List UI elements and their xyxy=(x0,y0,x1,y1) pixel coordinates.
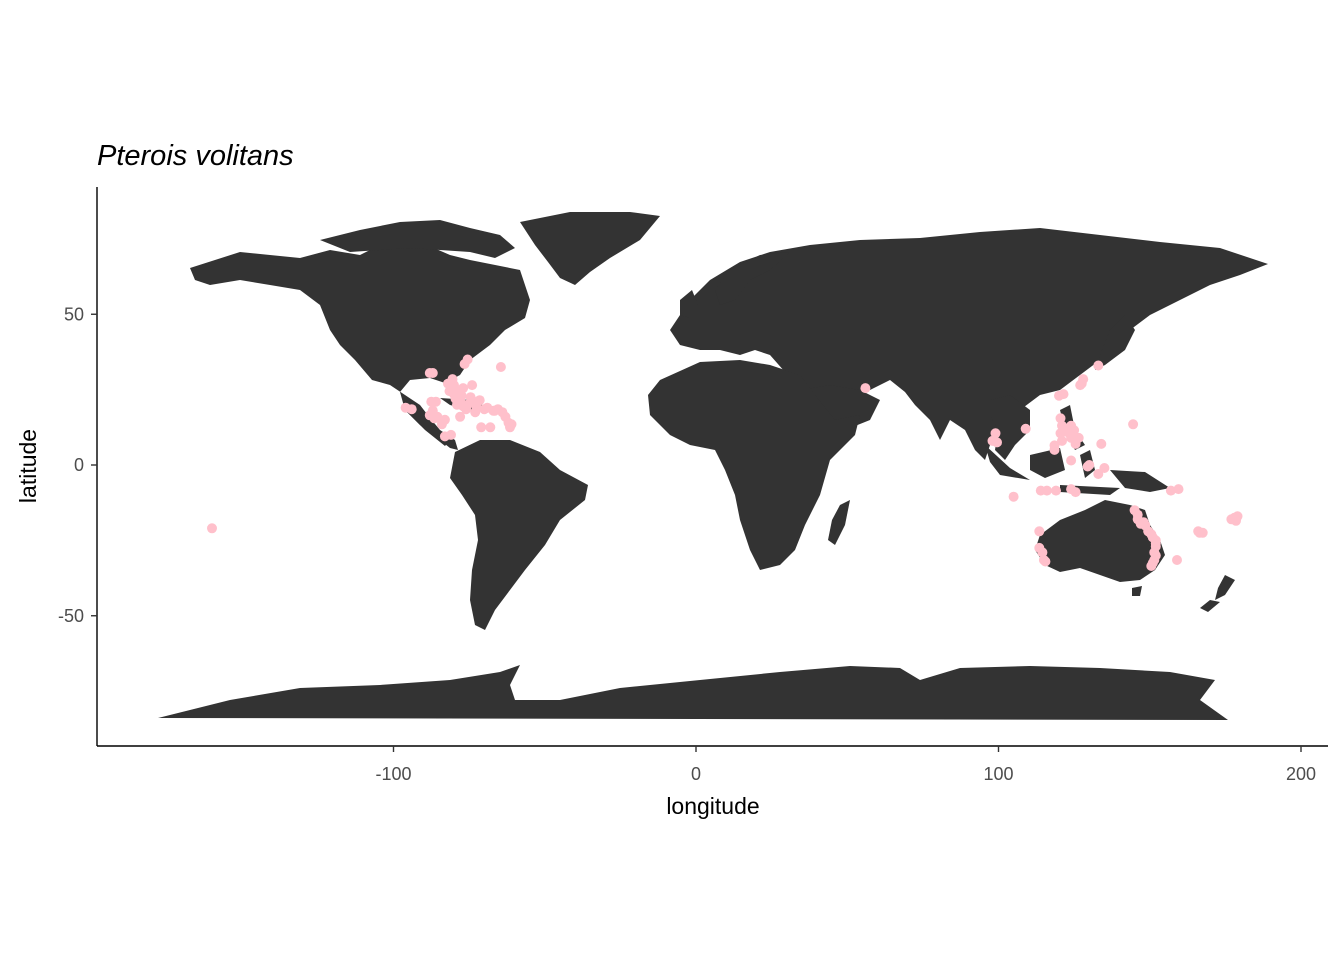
land-antarctica xyxy=(158,665,1228,720)
occurrence-point xyxy=(992,437,1002,448)
occurrence-point xyxy=(1051,485,1061,496)
occurrence-point xyxy=(406,404,417,415)
occurrence-point xyxy=(990,428,1001,439)
y-axis-ticks: -50 0 50 xyxy=(58,304,97,626)
land-australia xyxy=(1035,500,1165,582)
occurrence-point xyxy=(1128,419,1139,430)
occurrence-point xyxy=(1173,484,1184,495)
x-axis-title: longitude xyxy=(666,793,759,819)
y-tick-label: 50 xyxy=(64,304,84,324)
x-tick-label: 0 xyxy=(691,764,701,784)
occurrence-point xyxy=(1093,360,1104,371)
occurrence-point xyxy=(1231,515,1241,526)
x-tick-label: 100 xyxy=(983,764,1013,784)
occurrence-point xyxy=(470,407,481,418)
occurrence-point xyxy=(860,383,871,394)
occurrence-point xyxy=(1066,455,1077,466)
land-arabia xyxy=(800,385,880,428)
occurrence-point xyxy=(1069,425,1080,436)
occurrence-point xyxy=(449,389,459,400)
land-south-america xyxy=(450,440,588,630)
occurrence-point xyxy=(1096,438,1107,449)
x-tick-label: -100 xyxy=(375,764,411,784)
occurrence-point xyxy=(462,354,473,365)
land-japan xyxy=(1095,315,1135,370)
occurrence-point xyxy=(446,429,456,440)
occurrence-point xyxy=(1008,491,1019,502)
occurrence-point xyxy=(485,422,496,433)
occurrence-point xyxy=(1037,547,1048,558)
occurrence-point xyxy=(455,411,466,422)
x-axis-ticks: -100 0 100 200 xyxy=(375,746,1316,784)
occurrence-point xyxy=(458,383,469,394)
occurrence-point xyxy=(1055,413,1066,424)
occurrence-point xyxy=(1040,556,1051,567)
occurrence-point xyxy=(1020,423,1031,434)
occurrence-point xyxy=(1041,485,1052,496)
occurrence-point xyxy=(427,368,438,378)
occurrence-point xyxy=(467,380,478,391)
land-scandinavia xyxy=(715,252,790,305)
land-north-america xyxy=(190,242,530,450)
occurrence-point xyxy=(1165,485,1176,496)
occurrence-point xyxy=(1034,526,1045,537)
occurrence-point xyxy=(1099,463,1110,473)
occurrence-point xyxy=(1070,487,1081,498)
occurrence-point xyxy=(1146,561,1157,571)
occurrence-point xyxy=(449,380,459,391)
land-new-zealand xyxy=(1200,575,1235,612)
occurrence-point xyxy=(1057,435,1067,446)
y-axis-title: latitude xyxy=(15,429,41,503)
occurrence-point xyxy=(1084,460,1095,470)
land-arctic-islands xyxy=(320,220,515,258)
occurrence-point xyxy=(432,411,443,422)
occurrence-point xyxy=(1073,432,1084,443)
y-tick-label: 0 xyxy=(74,455,84,475)
occurrence-point xyxy=(1058,389,1069,400)
land-indonesia xyxy=(985,445,1170,495)
land-africa xyxy=(648,360,860,570)
land-central-america xyxy=(405,400,450,446)
occurrence-point xyxy=(476,422,487,433)
occurrence-point xyxy=(1197,527,1208,538)
occurrence-point xyxy=(474,395,485,406)
land-madagascar xyxy=(828,500,850,545)
y-tick-label: -50 xyxy=(58,606,84,626)
occurrence-point xyxy=(1078,374,1089,385)
land-basemap xyxy=(158,212,1268,720)
occurrence-point xyxy=(207,523,217,534)
occurrence-point xyxy=(456,390,467,401)
occurrence-point xyxy=(506,419,517,430)
occurrence-point xyxy=(430,396,441,407)
x-tick-label: 200 xyxy=(1286,764,1316,784)
occurrence-point xyxy=(1093,469,1104,479)
land-britain xyxy=(680,290,698,318)
chart-title: Pterois volitans xyxy=(97,140,294,172)
occurrence-point xyxy=(1172,555,1182,565)
occurrence-point xyxy=(495,362,506,372)
land-tasmania xyxy=(1132,586,1142,596)
land-greenland xyxy=(520,212,660,285)
occurrence-point xyxy=(439,414,450,425)
occurrence-points xyxy=(207,354,1243,571)
occurrence-point xyxy=(1049,444,1060,455)
